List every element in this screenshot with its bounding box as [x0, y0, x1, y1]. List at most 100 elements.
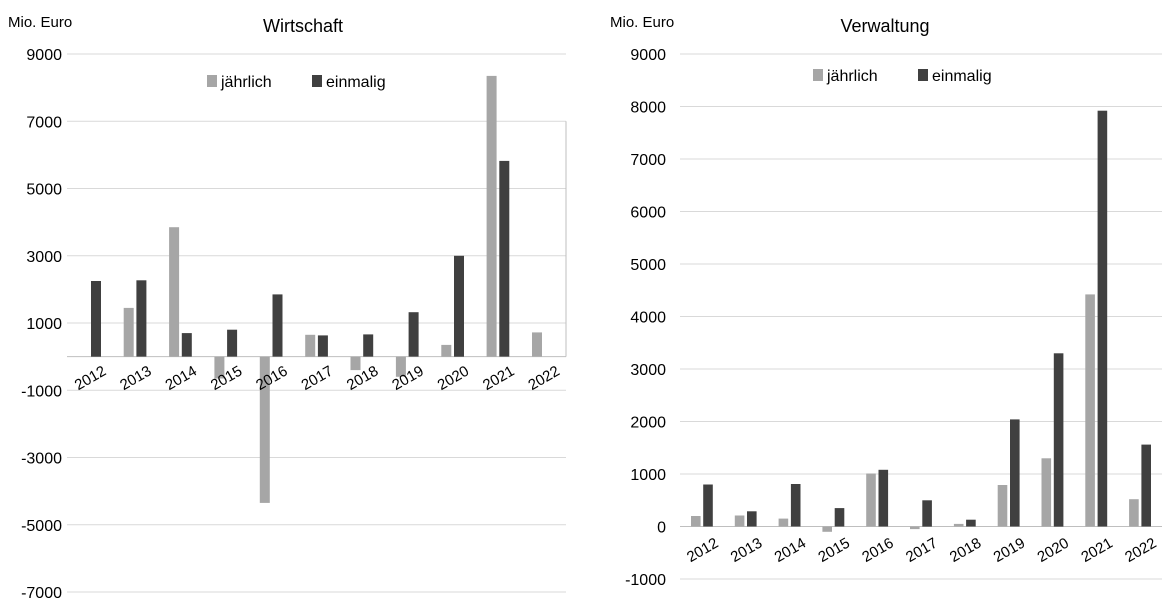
bar-einmalig-2014 — [790, 484, 801, 527]
bar-jaehrlich-2016 — [866, 473, 876, 527]
y-tick-label: 7000 — [26, 114, 62, 131]
legend-label: jährlich — [220, 74, 272, 91]
x-tick-label: 2014 — [772, 535, 809, 566]
legend-swatch — [207, 75, 217, 87]
bar-einmalig-2018 — [363, 334, 374, 357]
bar-einmalig-2013 — [747, 511, 757, 527]
x-tick-label: 2015 — [208, 363, 245, 394]
bar-einmalig-2016 — [878, 469, 889, 527]
bar-einmalig-2014 — [181, 333, 192, 357]
bar-einmalig-2016 — [272, 294, 283, 357]
x-tick-label: 2018 — [344, 363, 381, 394]
bars — [691, 110, 1151, 532]
legend-swatch — [918, 69, 928, 81]
bar-einmalig-2019 — [408, 312, 419, 357]
y-tick-label: 3000 — [630, 362, 666, 379]
y-tick-label: -1000 — [625, 572, 666, 589]
legend-swatch — [813, 69, 823, 81]
bar-jaehrlich-2022 — [1129, 499, 1139, 527]
y-tick-label: -1000 — [21, 383, 62, 400]
bar-jaehrlich-2014 — [778, 518, 789, 527]
bar-einmalig-2012 — [91, 281, 101, 357]
gridlines — [67, 53, 567, 593]
bar-einmalig-2018 — [966, 519, 976, 527]
bar-einmalig-2012 — [703, 484, 713, 527]
y-tick-label: -7000 — [21, 585, 62, 602]
legend: jährlich einmalig — [813, 68, 992, 85]
x-tick-label: 2021 — [480, 363, 517, 394]
y-tick-label: 2000 — [630, 415, 666, 432]
bar-einmalig-2017 — [922, 500, 932, 527]
x-tick-label: 2017 — [903, 535, 940, 566]
bar-einmalig-2021 — [499, 160, 510, 357]
x-tick-label: 2018 — [947, 535, 984, 566]
y-tick-label: 9000 — [630, 47, 666, 64]
gridlines — [680, 53, 1162, 580]
y-tick-label: 7000 — [630, 152, 666, 169]
bar-einmalig-2019 — [1010, 419, 1020, 527]
bar-jaehrlich-2018 — [350, 356, 361, 371]
bar-jaehrlich-2019 — [997, 485, 1008, 527]
bar-einmalig-2013 — [136, 280, 147, 357]
y-tick-label: 5000 — [630, 257, 666, 274]
bar-jaehrlich-2021 — [1085, 294, 1095, 527]
bar-jaehrlich-2015 — [822, 526, 832, 532]
x-tick-label: 2013 — [728, 535, 765, 566]
y-tick-label: 8000 — [630, 100, 666, 117]
x-tick-label: 2020 — [435, 363, 472, 394]
bar-jaehrlich-2015 — [214, 356, 225, 379]
x-axis-ticks: 2012 2013 2014 2015 2016 2017 2018 2019 2020 2021… — [684, 535, 1160, 566]
bar-einmalig-2021 — [1097, 110, 1108, 527]
bar-jaehrlich-2018 — [953, 523, 964, 527]
unit-label: Mio. Euro — [8, 14, 72, 31]
y-tick-label: 9000 — [26, 47, 62, 64]
x-tick-label: 2014 — [162, 363, 199, 394]
x-tick-label: 2022 — [1122, 535, 1159, 566]
y-tick-label: -3000 — [21, 451, 62, 468]
bar-jaehrlich-2017 — [910, 526, 920, 530]
legend-swatch — [312, 75, 322, 87]
bar-einmalig-2017 — [317, 335, 328, 357]
legend-label: jährlich — [826, 68, 878, 85]
y-tick-label: 5000 — [26, 182, 62, 199]
bar-einmalig-2020 — [1053, 353, 1064, 527]
x-tick-label: 2012 — [72, 363, 109, 394]
legend-label: einmalig — [326, 74, 386, 91]
y-tick-label: -5000 — [21, 518, 62, 535]
bar-jaehrlich-2013 — [123, 307, 134, 357]
bar-einmalig-2015 — [834, 508, 845, 527]
bar-einmalig-2022 — [1141, 444, 1151, 527]
y-tick-label: 3000 — [26, 249, 62, 266]
x-tick-label: 2012 — [684, 535, 721, 566]
chart-verwaltung: Mio. Euro Verwaltung -1000 0 1000 2000 3000 4… — [610, 14, 1162, 589]
bar-einmalig-2020 — [454, 255, 464, 357]
bars — [91, 75, 542, 503]
y-tick-label: 6000 — [630, 205, 666, 222]
bar-jaehrlich-2021 — [486, 75, 497, 357]
x-tick-label: 2016 — [253, 363, 290, 394]
chart-title: Verwaltung — [840, 16, 929, 36]
unit-label: Mio. Euro — [610, 14, 674, 31]
bar-jaehrlich-2014 — [169, 227, 180, 357]
x-tick-label: 2020 — [1035, 535, 1072, 566]
y-axis-ticks: -7000 -5000 -3000 -1000 1000 3000 5000 7000 9000 — [21, 47, 62, 602]
y-axis-ticks: -1000 0 1000 2000 3000 4000 5000 6000 7000 8000 90… — [625, 47, 666, 589]
y-tick-label: 4000 — [630, 310, 666, 327]
x-tick-label: 2022 — [525, 363, 562, 394]
x-tick-label: 2013 — [117, 363, 154, 394]
chart-wirtschaft: Mio. Euro Wirtschaft -7000 -5000 -3000 -100… — [8, 14, 567, 602]
bar-jaehrlich-2012 — [691, 516, 701, 527]
bar-jaehrlich-2019 — [395, 356, 406, 377]
y-tick-label: 1000 — [630, 467, 666, 484]
bar-jaehrlich-2022 — [532, 332, 542, 357]
x-tick-label: 2019 — [389, 363, 426, 394]
x-tick-label: 2015 — [815, 535, 852, 566]
y-tick-label: 1000 — [26, 316, 62, 333]
y-tick-label: 0 — [657, 520, 666, 537]
chart-title: Wirtschaft — [263, 16, 343, 36]
x-axis-ticks: 2012 2013 2014 2015 2016 2017 2018 2019 2020 2021… — [72, 363, 563, 394]
bar-jaehrlich-2020 — [1041, 458, 1052, 527]
x-tick-label: 2021 — [1078, 535, 1115, 566]
x-tick-label: 2016 — [859, 535, 896, 566]
bar-jaehrlich-2020 — [441, 344, 452, 357]
